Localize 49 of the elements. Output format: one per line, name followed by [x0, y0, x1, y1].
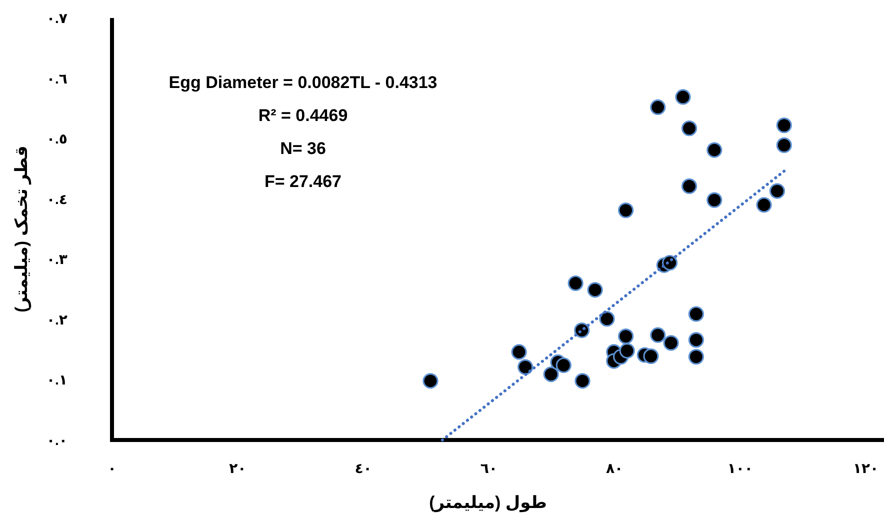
y-axis-title: قطر تخمک (میلیمتر)	[12, 146, 32, 312]
point	[618, 202, 634, 218]
point	[675, 89, 691, 105]
point	[619, 342, 635, 359]
x-tick-label: ٦٠	[480, 460, 498, 476]
point	[688, 349, 704, 365]
point	[587, 282, 603, 298]
point	[776, 137, 792, 154]
point	[650, 327, 666, 343]
x-tick-label: ٨٠	[606, 460, 624, 476]
point	[650, 99, 666, 116]
annotation: Egg Diameter = 0.0082TL - 0.4313	[168, 73, 438, 92]
point	[688, 306, 704, 322]
point	[663, 335, 679, 351]
y-tick-label: ٠.٣	[46, 251, 68, 268]
point	[688, 332, 704, 348]
annotation: F= 27.467	[264, 172, 342, 191]
x-axis-title: طول (میلیمتر)	[429, 493, 547, 513]
y-tick-label: ٠.٧	[46, 10, 68, 26]
point	[618, 328, 634, 344]
point	[706, 192, 722, 208]
y-tick-label: ٠.١	[46, 372, 68, 388]
y-tick-label: ٠.٦	[46, 70, 68, 86]
annotation: R² = 0.4469	[258, 106, 348, 125]
point	[568, 275, 584, 292]
y-tick-label: ٠.٠	[46, 432, 68, 448]
point	[422, 373, 438, 389]
x-tick-label: ٢٠	[229, 460, 246, 476]
x-tick-label: ١٠٠	[727, 460, 753, 476]
point	[756, 197, 772, 213]
point	[776, 118, 792, 134]
x-tick-label: ٠	[108, 460, 116, 476]
point	[599, 311, 615, 327]
point	[518, 359, 534, 375]
x-tick-label: ١٢٠	[852, 460, 879, 476]
y-tick-label: ٠.٥	[46, 130, 68, 147]
point	[769, 183, 786, 199]
y-tick-label: ٠.٢	[46, 311, 68, 328]
point	[511, 344, 527, 360]
point	[574, 373, 590, 389]
point	[556, 357, 572, 374]
x-tick-label: ٤٠	[354, 460, 372, 476]
point	[643, 348, 659, 364]
y-tick-label: ٠.٤	[46, 190, 68, 207]
point	[543, 366, 559, 382]
point	[681, 178, 698, 194]
point	[706, 142, 722, 158]
point	[681, 120, 698, 136]
annotation: N= 36	[280, 139, 326, 158]
